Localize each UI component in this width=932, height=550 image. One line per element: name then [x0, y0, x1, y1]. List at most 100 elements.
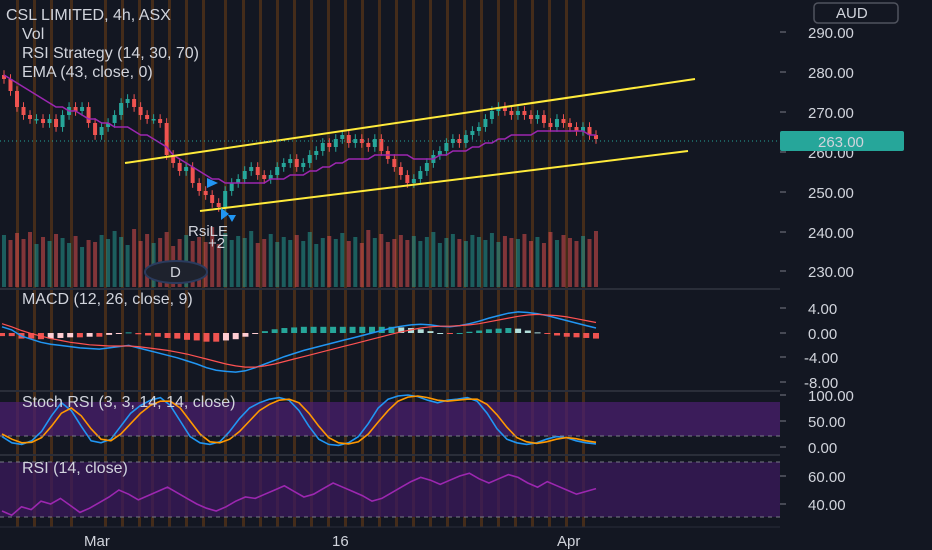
macd-histogram-bar	[222, 333, 229, 341]
candle-body	[554, 119, 559, 127]
signal-stripe	[202, 0, 205, 527]
volume-bar	[483, 240, 488, 287]
dividend-marker[interactable]	[144, 260, 208, 284]
volume-bar	[2, 235, 6, 287]
candle-body	[216, 203, 221, 207]
chart-title: CSL LIMITED, 4h, ASX	[6, 7, 171, 24]
volume-bar	[132, 229, 137, 287]
candle-body	[281, 163, 286, 167]
macd-histogram-bar	[388, 326, 395, 333]
macd-histogram-bar	[145, 333, 152, 336]
volume-bar	[320, 238, 325, 287]
candle-body	[502, 107, 507, 111]
macd-histogram-bar	[427, 331, 434, 333]
last-price-tag-label: 263.00	[818, 134, 864, 151]
volume-bar	[340, 233, 345, 287]
volume-bar	[281, 237, 286, 287]
macd-histogram-bar	[232, 333, 239, 340]
volume-bar	[502, 236, 507, 287]
macd-legend: MACD (12, 26, close, 9)	[22, 291, 193, 308]
volume-bar	[346, 241, 351, 287]
candle-body	[320, 143, 325, 151]
candle-body	[229, 183, 234, 191]
volume-bar	[34, 244, 39, 287]
volume-bar	[580, 236, 585, 287]
candle-body	[353, 139, 358, 143]
signal-down-marker[interactable]	[228, 215, 236, 222]
volume-bar	[93, 242, 98, 287]
macd-tick-label: -8.00	[804, 375, 838, 392]
candle-body	[548, 123, 553, 127]
volume-bar	[314, 244, 319, 287]
macd-histogram-bar	[174, 333, 181, 339]
macd-histogram-bar	[359, 326, 366, 333]
volume-bar	[418, 241, 423, 287]
volume-bar	[112, 231, 117, 287]
signal-stripe	[565, 0, 568, 527]
candle-body	[470, 131, 475, 135]
candle-body	[444, 143, 449, 151]
volume-bar	[164, 232, 169, 287]
buy-arrow-marker[interactable]	[207, 178, 218, 188]
candle-body	[21, 107, 26, 115]
volume-bar	[587, 239, 592, 287]
volume-bar	[119, 237, 124, 287]
macd-histogram-bar	[485, 329, 492, 333]
last-price-tag[interactable]	[780, 131, 904, 151]
volume-bar	[275, 242, 280, 287]
volume-bar	[294, 235, 299, 287]
macd-histogram-bar	[349, 326, 356, 333]
volume-bar	[333, 239, 338, 287]
candle-body	[138, 107, 143, 115]
channel-lower-line[interactable]	[199, 150, 689, 212]
volume-bar	[47, 241, 52, 287]
macd-histogram-bar	[213, 333, 220, 342]
macd-histogram-bar	[135, 333, 142, 335]
candle-body	[2, 75, 6, 79]
buy-arrow-marker[interactable]	[221, 208, 229, 220]
price-tick-label: 230.00	[808, 264, 854, 281]
macd-histogram-bar	[96, 333, 103, 337]
candle-body	[483, 119, 488, 127]
candle-body	[541, 115, 546, 123]
price-tick-label: 280.00	[808, 65, 854, 82]
signal-stripe	[395, 0, 398, 527]
volume-bar	[249, 231, 254, 287]
volume-bar	[242, 238, 247, 287]
candle-body	[249, 167, 254, 171]
macd-histogram-bar	[67, 333, 74, 338]
volume-bar	[554, 240, 559, 287]
macd-histogram-bar	[115, 333, 122, 334]
candle-body	[580, 127, 585, 131]
rsi-band	[0, 462, 780, 517]
volume-bar	[535, 237, 540, 287]
channel-upper-line[interactable]	[124, 78, 696, 164]
price-axis[interactable]	[780, 0, 932, 550]
volume-bar	[327, 236, 332, 287]
volume-bar	[574, 241, 579, 287]
currency-button[interactable]	[813, 2, 899, 24]
candle-body	[275, 167, 280, 175]
candle-body	[333, 139, 338, 147]
candle-body	[398, 167, 403, 175]
volume-bar	[353, 237, 358, 287]
volume-bar	[379, 234, 384, 287]
macd-histogram-bar	[106, 333, 113, 335]
candle-body	[587, 127, 592, 135]
signal-stripe	[70, 0, 73, 527]
macd-histogram-bar	[437, 333, 444, 334]
volume-bar	[548, 232, 553, 287]
signal-stripe	[293, 0, 296, 527]
volume-bar	[372, 238, 377, 287]
macd-histogram-bar	[456, 333, 463, 334]
volume-bar	[288, 240, 293, 287]
volume-bar	[541, 243, 546, 287]
macd-histogram-bar	[407, 328, 414, 333]
macd-histogram-bar	[593, 333, 599, 339]
signal-stripe	[33, 0, 36, 527]
candle-body	[405, 175, 410, 183]
candle-body	[392, 159, 397, 167]
price-tick-label: 290.00	[808, 25, 854, 42]
macd-histogram-bar	[57, 333, 64, 338]
